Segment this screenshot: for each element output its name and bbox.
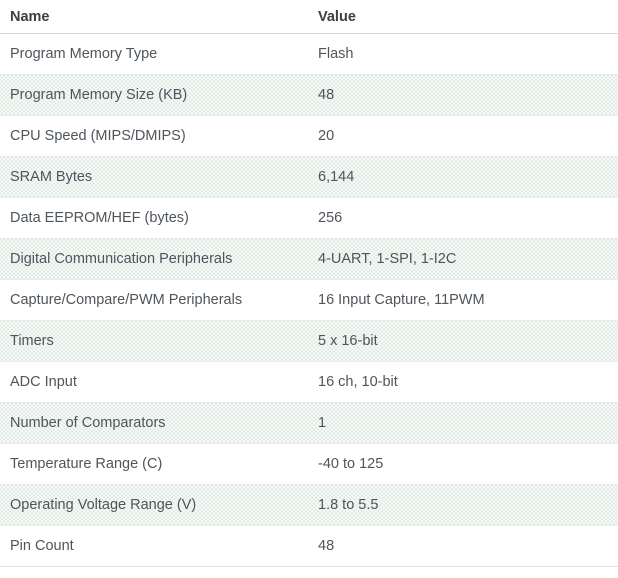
column-header-name: Name xyxy=(0,0,308,34)
spec-value: 16 Input Capture, 11PWM xyxy=(308,279,618,321)
column-header-value: Value xyxy=(308,0,618,34)
spec-value: 48 xyxy=(308,74,618,116)
table-row: Operating Voltage Range (V) 1.8 to 5.5 xyxy=(0,484,618,526)
table-row: Temperature Range (C) -40 to 125 xyxy=(0,443,618,485)
table-row: Number of Comparators 1 xyxy=(0,402,618,444)
bottom-whitespace xyxy=(0,567,618,578)
spec-name: SRAM Bytes xyxy=(0,156,308,198)
spec-value: 1 xyxy=(308,402,618,444)
spec-value: 256 xyxy=(308,197,618,239)
spec-value: 4-UART, 1-SPI, 1-I2C xyxy=(308,238,618,280)
spec-name: Timers xyxy=(0,320,308,362)
spec-name: ADC Input xyxy=(0,361,308,403)
spec-name: Temperature Range (C) xyxy=(0,443,308,485)
table-row: Timers 5 x 16-bit xyxy=(0,320,618,362)
spec-value: Flash xyxy=(308,33,618,75)
table-row: Digital Communication Peripherals 4-UART… xyxy=(0,238,618,280)
table-row: SRAM Bytes 6,144 xyxy=(0,156,618,198)
spec-value: -40 to 125 xyxy=(308,443,618,485)
spec-value: 20 xyxy=(308,115,618,157)
header-row: Name Value xyxy=(0,0,618,34)
table-row: Program Memory Size (KB) 48 xyxy=(0,74,618,116)
spec-name: Capture/Compare/PWM Peripherals xyxy=(0,279,308,321)
spec-value: 16 ch, 10-bit xyxy=(308,361,618,403)
spec-name: Number of Comparators xyxy=(0,402,308,444)
spec-value: 1.8 to 5.5 xyxy=(308,484,618,526)
spec-value: 48 xyxy=(308,525,618,567)
spec-name: Operating Voltage Range (V) xyxy=(0,484,308,526)
table-row: ADC Input 16 ch, 10-bit xyxy=(0,361,618,403)
spec-name: Program Memory Type xyxy=(0,33,308,75)
spec-table-body: Program Memory Type Flash Program Memory… xyxy=(0,33,618,567)
spec-name: CPU Speed (MIPS/DMIPS) xyxy=(0,115,308,157)
table-row: Program Memory Type Flash xyxy=(0,33,618,75)
spec-value: 5 x 16-bit xyxy=(308,320,618,362)
spec-name: Data EEPROM/HEF (bytes) xyxy=(0,197,308,239)
table-row: Capture/Compare/PWM Peripherals 16 Input… xyxy=(0,279,618,321)
spec-name: Digital Communication Peripherals xyxy=(0,238,308,280)
spec-value: 6,144 xyxy=(308,156,618,198)
spec-name: Pin Count xyxy=(0,525,308,567)
table-row: CPU Speed (MIPS/DMIPS) 20 xyxy=(0,115,618,157)
table-row: Pin Count 48 xyxy=(0,525,618,567)
spec-table-header: Name Value xyxy=(0,0,618,34)
spec-name: Program Memory Size (KB) xyxy=(0,74,308,116)
table-row: Data EEPROM/HEF (bytes) 256 xyxy=(0,197,618,239)
